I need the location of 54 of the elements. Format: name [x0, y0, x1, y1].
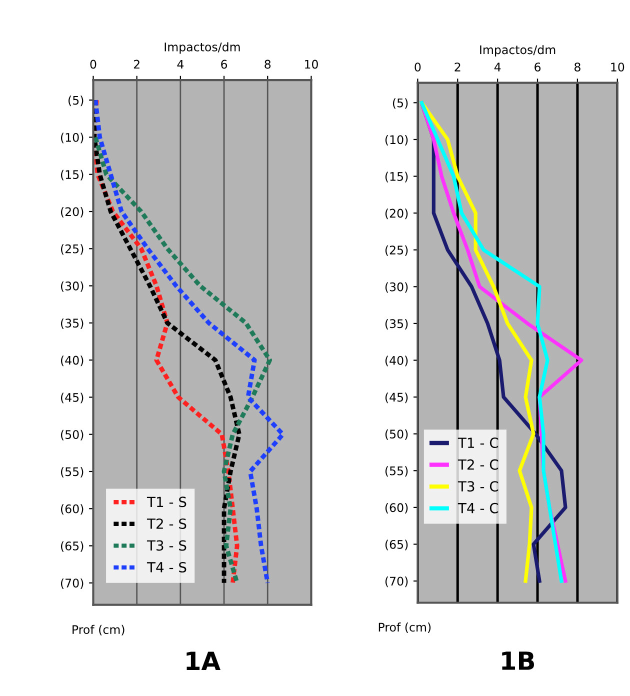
y-tick-label: (50) — [385, 429, 408, 440]
y-tick-label: (10) — [385, 135, 408, 146]
x-tick-label: 6 — [534, 62, 541, 72]
y-tick-label: (45) — [60, 392, 84, 404]
y-tick-label: (60) — [60, 504, 84, 515]
legend-label: T1 - S — [146, 496, 186, 508]
y-tick-label: (30) — [385, 282, 408, 293]
x-tick-label: 0 — [90, 60, 96, 69]
y-tick-label: (15) — [60, 170, 84, 180]
y-tick-label: (35) — [60, 318, 84, 329]
x-tick-label: 2 — [454, 62, 460, 72]
y-tick-label: (65) — [60, 541, 84, 552]
y-tick-label: (15) — [385, 172, 408, 182]
legend-label: T1 - C — [458, 438, 498, 448]
y-tick-label: (55) — [60, 467, 84, 478]
legend-label: T2 - C — [458, 459, 498, 470]
y-tick-label: (70) — [385, 576, 408, 588]
text: 1B — [502, 652, 534, 670]
y-tick-label: (20) — [60, 207, 84, 218]
y-tick-label: (50) — [60, 430, 84, 440]
x-tick-label: 4 — [177, 60, 184, 69]
y-tick-label: (40) — [385, 356, 408, 366]
y-tick-label: (25) — [385, 245, 408, 256]
text: 1A — [186, 652, 220, 670]
y-tick-label: (55) — [385, 466, 408, 477]
y-tick-label: (20) — [385, 208, 408, 220]
y-tick-label: (5) — [68, 96, 84, 106]
x-tick-label: 8 — [574, 62, 580, 72]
legend-label: T3 - C — [458, 481, 498, 492]
x-tick-label: 4 — [494, 62, 501, 72]
legend-label: T2 - S — [146, 518, 186, 529]
x-tick-label: 10 — [305, 60, 318, 69]
legend-label: T4 - C — [458, 502, 498, 514]
y-tick-label: (5) — [392, 98, 408, 109]
y-tick-label: (40) — [60, 356, 84, 366]
x-tick-label: 0 — [414, 62, 421, 72]
y-tick-label: (60) — [385, 502, 408, 514]
y-axis-title: Prof (cm) — [378, 622, 431, 634]
y-tick-label: (10) — [60, 132, 84, 144]
x-tick-label: 2 — [134, 60, 140, 69]
y-axis-title: Prof (cm) — [72, 624, 124, 636]
x-axis-title: Impactos/dm — [480, 45, 556, 56]
y-tick-label: (70) — [60, 578, 84, 589]
y-tick-label: (65) — [385, 540, 408, 550]
y-tick-label: (35) — [385, 318, 408, 330]
y-tick-label: (30) — [60, 281, 84, 292]
x-tick-label: 10 — [611, 62, 624, 72]
x-axis-title: Impactos/dm — [164, 42, 240, 54]
legend-label: T4 - S — [146, 562, 186, 572]
x-tick-label: 8 — [264, 60, 271, 69]
legend-label: T3 - S — [146, 540, 186, 551]
y-tick-label: (45) — [385, 392, 408, 404]
y-tick-label: (25) — [60, 244, 84, 255]
x-tick-label: 6 — [221, 60, 228, 69]
